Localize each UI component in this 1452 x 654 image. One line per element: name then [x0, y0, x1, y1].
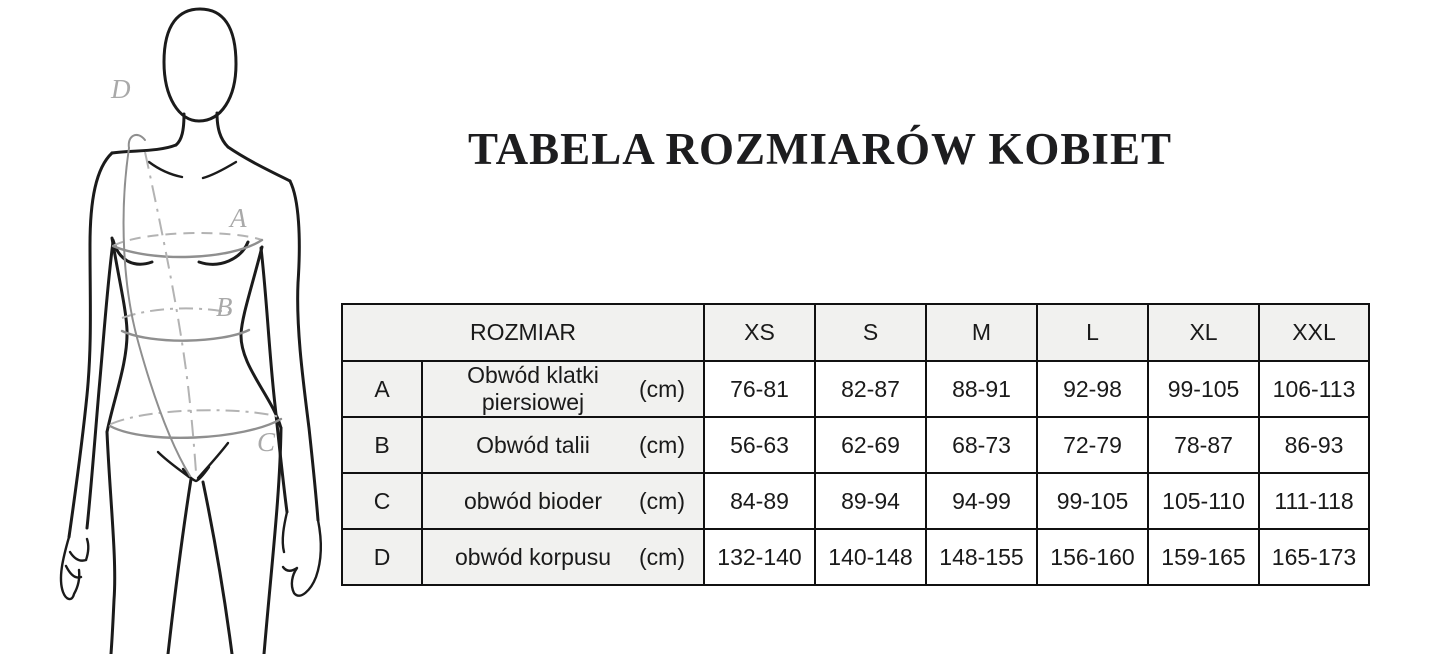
table-row-a: A Obwód klatki piersiowej (cm) 76-81 82-… [341, 359, 1371, 419]
size-value-cell: 84-89 [703, 472, 817, 531]
size-value-cell: 99-105 [1036, 472, 1150, 531]
measure-b-dashed [121, 307, 237, 319]
arm-right-inner [259, 246, 289, 514]
size-value-cell: 132-140 [703, 528, 817, 587]
measurement-lines [108, 133, 283, 477]
female-figure-sketch: D A B C [59, 7, 322, 654]
page-title: TABELA ROZMIARÓW KOBIET [468, 124, 1172, 174]
torso-left [105, 236, 129, 434]
arm-left-inner [85, 240, 115, 530]
arm-left-outer [67, 151, 114, 539]
size-value-cell: 159-165 [1147, 528, 1261, 587]
table-row-c: C obwód bioder (cm) 84-89 89-94 94-99 99… [341, 472, 1371, 531]
leg-left-outer [105, 430, 117, 654]
neck-right [215, 111, 230, 149]
bust-right [197, 240, 250, 266]
measure-d-solid [122, 147, 191, 477]
size-value-cell: 76-81 [703, 359, 817, 419]
shoulder-right [226, 145, 292, 183]
measure-c-dashed [110, 409, 280, 425]
leg-left-inner [166, 477, 193, 654]
row-letter: D [341, 528, 423, 587]
measure-d-dashdot [144, 151, 197, 473]
size-value-cell: 140-148 [814, 528, 928, 587]
measurement-unit: (cm) [639, 375, 685, 402]
size-value-cell: 82-87 [814, 359, 928, 419]
size-value-cell: 156-160 [1036, 528, 1150, 587]
leg-right-outer [262, 426, 283, 654]
size-value-cell: 88-91 [925, 359, 1039, 419]
crotch-line [181, 465, 211, 483]
collarbone-right [201, 160, 238, 180]
figure-label-a: A [228, 203, 247, 233]
size-table: ROZMIAR XS S M L XL XXL A Obwód klatki p… [340, 303, 1371, 587]
table-row-b: B Obwód talii (cm) 56-63 62-69 68-73 72-… [341, 416, 1371, 475]
size-value-cell: 86-93 [1258, 416, 1371, 475]
measure-a-dashed [112, 232, 263, 247]
leg-right-inner [201, 480, 234, 654]
neck-left [174, 112, 186, 147]
measure-a-solid [111, 238, 264, 259]
row-measurement-cell: Obwód klatki piersiowej (cm) [420, 359, 706, 419]
size-value-cell: 89-94 [814, 472, 928, 531]
row-letter: C [341, 472, 423, 531]
header-size-l: L [1036, 303, 1150, 362]
bikini-right [196, 441, 230, 480]
measure-c-solid [108, 417, 283, 440]
figure-label-d: D [110, 74, 131, 104]
measurement-name: obwód korpusu [455, 543, 611, 570]
size-value-cell: 72-79 [1036, 416, 1150, 475]
size-value-cell: 78-87 [1147, 416, 1261, 475]
collarbone-left [147, 160, 184, 179]
row-measurement-cell: obwód bioder (cm) [420, 472, 706, 531]
figure-label-c: C [257, 427, 276, 457]
size-value-cell: 56-63 [703, 416, 817, 475]
body-outline [59, 7, 322, 654]
size-value-cell: 148-155 [925, 528, 1039, 587]
row-measurement-cell: Obwód talii (cm) [420, 416, 706, 475]
measure-b-solid [120, 328, 251, 342]
size-value-cell: 165-173 [1258, 528, 1371, 587]
header-size-xs: XS [703, 303, 817, 362]
row-measurement-cell: obwód korpusu (cm) [420, 528, 706, 587]
header-rozmiar: ROZMIAR [340, 303, 706, 362]
measurement-labels: D A B C [110, 74, 276, 457]
shoulder-left [110, 143, 178, 155]
measurement-name: Obwód talii [476, 431, 590, 458]
measurement-unit: (cm) [639, 543, 685, 570]
hand-right [281, 510, 322, 597]
size-value-cell: 105-110 [1147, 472, 1261, 531]
measurement-name: Obwód klatki piersiowej [467, 362, 599, 416]
size-value-cell: 94-99 [925, 472, 1039, 531]
measurement-unit: (cm) [639, 487, 685, 514]
head-outline [162, 7, 238, 123]
header-size-s: S [814, 303, 928, 362]
table-row-d: D obwód korpusu (cm) 132-140 140-148 148… [341, 528, 1371, 587]
size-value-cell: 111-118 [1258, 472, 1371, 531]
measurement-unit: (cm) [639, 431, 685, 458]
row-letter: B [341, 416, 423, 475]
size-value-cell: 99-105 [1147, 359, 1261, 419]
table-header-row: ROZMIAR XS S M L XL XXL [340, 303, 1371, 362]
size-value-cell: 62-69 [814, 416, 928, 475]
size-value-cell: 68-73 [925, 416, 1039, 475]
figure-label-b: B [216, 292, 233, 322]
header-size-xxl: XXL [1258, 303, 1371, 362]
header-size-m: M [925, 303, 1039, 362]
measurement-name: obwód bioder [463, 487, 603, 514]
measure-d-shoulder-arc [127, 133, 146, 149]
hand-left [59, 535, 90, 601]
arm-right-outer [288, 179, 320, 522]
header-size-xl: XL [1147, 303, 1261, 362]
size-value-cell: 92-98 [1036, 359, 1150, 419]
size-value-cell: 106-113 [1258, 359, 1371, 419]
row-letter: A [341, 359, 423, 419]
